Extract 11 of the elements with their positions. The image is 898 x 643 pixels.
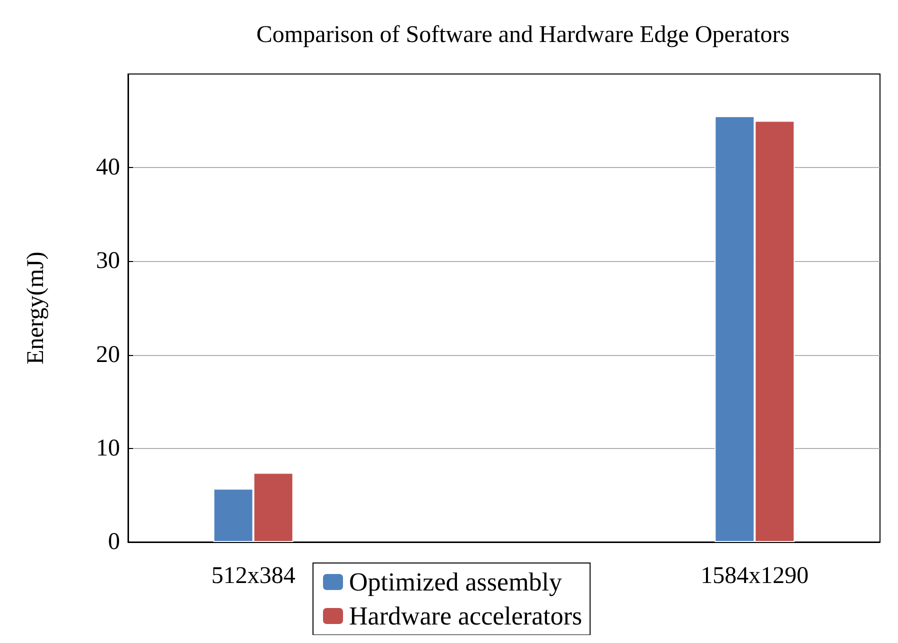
y-tick-label: 30 (96, 248, 120, 274)
chart-title: Comparison of Software and Hardware Edge Operators (256, 22, 790, 48)
x-tick-label: 1584x1290 (700, 563, 809, 589)
y-axis-title: Energy(mJ) (23, 252, 49, 364)
x-tick-label: 512x384 (211, 563, 296, 589)
legend-label: Optimized assembly (349, 568, 562, 596)
y-tick-label: 0 (108, 529, 120, 555)
y-tick-label: 20 (96, 342, 120, 368)
legend-label: Hardware accelerators (349, 602, 582, 630)
y-tick-label: 40 (96, 154, 120, 181)
y-tick-label: 10 (96, 435, 120, 462)
